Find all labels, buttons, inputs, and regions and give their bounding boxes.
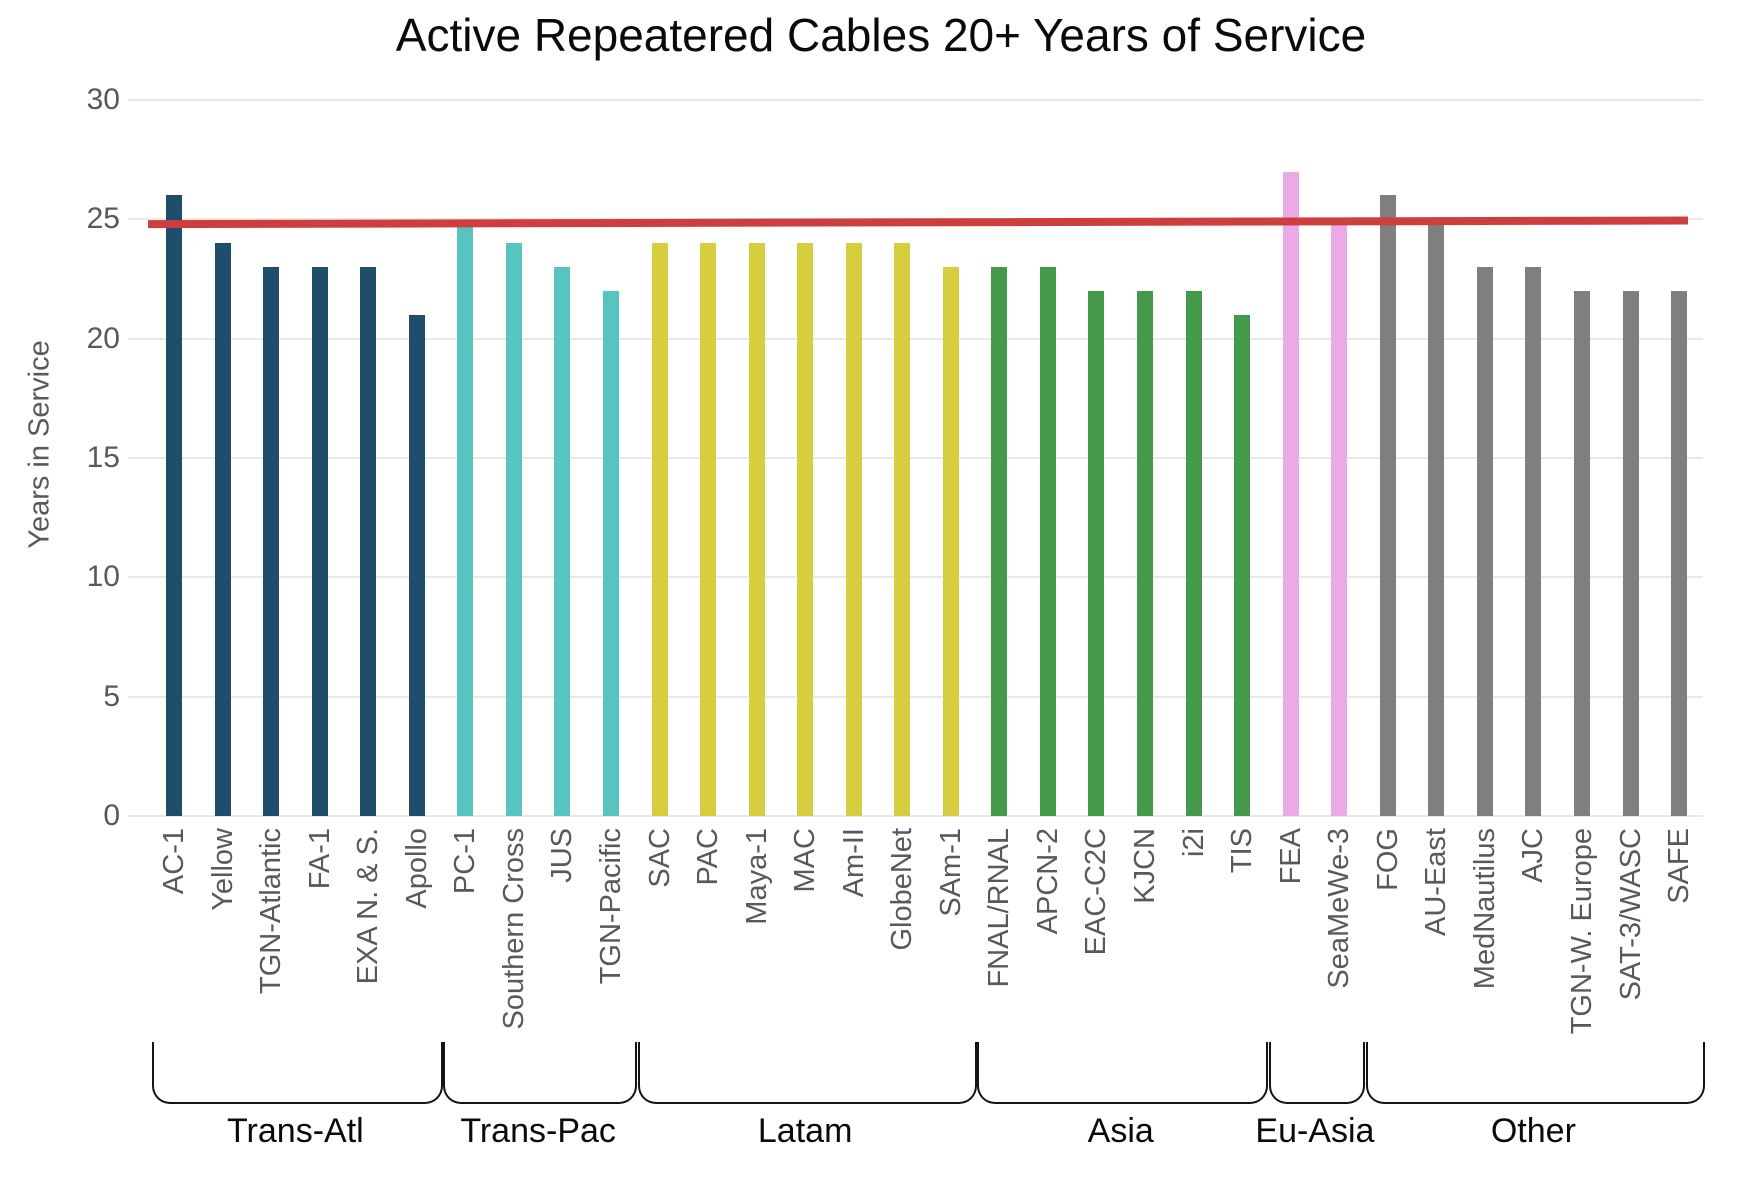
bar-fog [1379,195,1396,816]
bar-ac-1 [166,195,182,816]
bar-apcn-2 [1039,267,1056,816]
group-label-trans-pac: Trans-Pac [460,1112,616,1150]
chart-title: Active Repeatered Cables 20+ Years of Se… [395,9,1367,61]
bar-tis [1234,314,1251,816]
bar-mac [797,243,814,816]
bar-eac-c2c [1088,290,1105,816]
bar-fea [1282,171,1299,816]
bar-yellow [214,243,231,816]
bar-apollo [408,314,425,816]
group-bracket-asia [977,1042,1269,1104]
gridline-15 [128,457,1703,459]
group-bracket-latam [637,1042,977,1104]
bar-tgn-w-europe [1573,290,1590,816]
bar-fa-1 [311,267,328,816]
group-label-trans-atl: Trans-Atl [227,1112,364,1150]
bar-am-ii [845,243,862,816]
gridline-10 [128,576,1703,579]
group-bracket-eu-asia [1268,1042,1366,1104]
bar-fnal-rnal [991,267,1008,816]
group-label-eu-asia: Eu-Asia [1255,1112,1375,1150]
bar-sam-1 [942,267,959,816]
bar-exa-n-s [360,267,377,816]
y-tick-label-0: 0 [103,799,120,832]
gridline-5 [128,695,1703,698]
group-bracket-trans-atl [152,1042,443,1104]
bar-maya-1 [748,243,765,816]
y-tick-label-25: 25 [86,202,120,236]
y-tick-label-10: 10 [86,560,120,594]
group-label-other: Other [1490,1112,1576,1150]
bar-pac [700,243,717,816]
trendline-25-years [147,216,1689,229]
gridline-20 [128,337,1703,340]
group-label-latam: Latam [757,1112,853,1150]
bar-sat-3-wasc [1622,290,1639,816]
y-tick-label-20: 20 [86,321,120,355]
group-bracket-other [1365,1042,1706,1104]
bar-globenet [894,243,911,816]
y-tick-label-15: 15 [86,441,120,474]
y-tick-label-5: 5 [103,679,120,713]
bar-tgn-atlantic [263,267,280,816]
bar-pc-1 [457,224,474,816]
bar-kjcn [1137,290,1153,816]
y-tick-label-30: 30 [86,83,120,116]
gridline-0 [128,815,1703,817]
bar-i2i [1185,290,1202,816]
bar-au-east [1428,224,1445,816]
bar-seamewe-3 [1331,224,1348,816]
gridline-30 [128,99,1703,101]
bar-mednautilus [1476,267,1493,816]
bar-ajc [1525,267,1542,816]
bar-tgn-pacific [602,290,619,816]
bar-safe [1671,290,1688,816]
group-label-asia: Asia [1087,1112,1154,1150]
bar-southern-cross [505,243,522,816]
bar-sac [651,243,668,816]
group-bracket-trans-pac [443,1042,637,1104]
bar-jus [554,267,571,816]
